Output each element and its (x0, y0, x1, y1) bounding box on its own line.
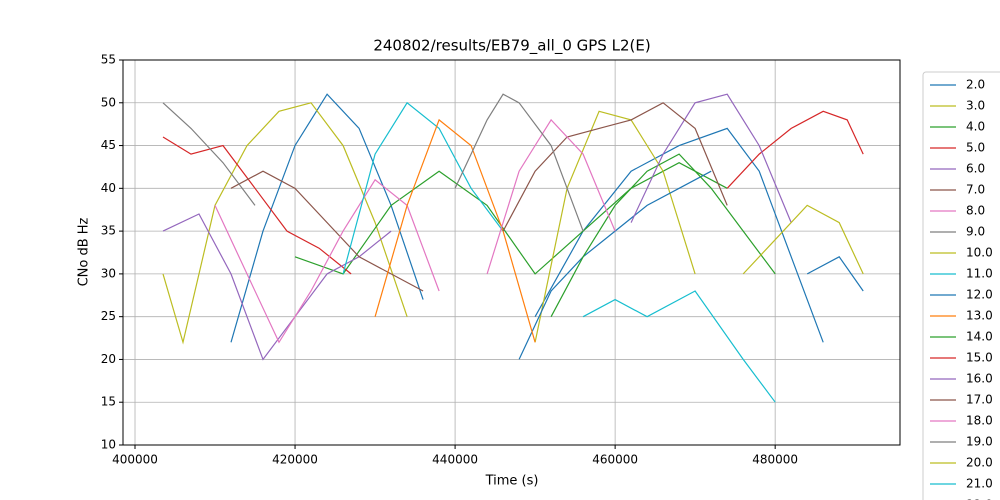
y-tick-label: 40 (101, 181, 116, 195)
x-tick-label: 440000 (432, 453, 478, 467)
y-tick-label: 20 (101, 352, 116, 366)
series-line (162, 213, 392, 361)
legend-label: 18.0 (966, 414, 993, 428)
y-axis-label: CNo dB Hz (77, 217, 92, 286)
legend-label: 2.0 (966, 78, 985, 92)
legend-label: 13.0 (966, 309, 993, 323)
legend-label: 10.0 (966, 246, 993, 260)
legend-label: 16.0 (966, 372, 993, 386)
series-line (806, 256, 864, 292)
y-tick-label: 45 (101, 138, 116, 152)
series-line (162, 102, 408, 345)
series-line (502, 102, 728, 232)
chart-title: 240802/results/EB79_all_0 GPS L2(E) (373, 37, 650, 56)
legend-label: 9.0 (966, 225, 985, 239)
series-line (550, 153, 776, 317)
legend-label: 22.0 (966, 498, 993, 500)
series-line (230, 93, 824, 343)
series-line (374, 118, 536, 343)
series-line (162, 136, 352, 275)
legend-box (922, 71, 1000, 500)
x-tick-label: 420000 (272, 453, 318, 467)
legend-label: 14.0 (966, 330, 993, 344)
legend-label: 19.0 (966, 435, 993, 449)
y-tick-label: 55 (101, 53, 116, 67)
series-line (230, 170, 424, 292)
legend-label: 3.0 (966, 99, 985, 113)
legend-label: 7.0 (966, 183, 985, 197)
legend-label: 6.0 (966, 162, 985, 176)
x-axis-label: Time (s) (485, 474, 539, 489)
y-tick-label: 25 (101, 309, 116, 323)
y-tick-label: 10 (101, 438, 116, 452)
series-line (630, 93, 792, 223)
legend-label: 17.0 (966, 393, 993, 407)
series-line (534, 110, 696, 343)
x-tick-label: 460000 (592, 453, 638, 467)
legend-label: 4.0 (966, 120, 985, 134)
series-line (726, 110, 864, 189)
series-line (582, 290, 776, 403)
series-line (162, 102, 256, 206)
legend-label: 8.0 (966, 204, 985, 218)
plot-frame (122, 59, 901, 446)
y-tick-label: 35 (101, 224, 116, 238)
series-line (342, 101, 504, 275)
y-tick-label: 15 (101, 395, 116, 409)
series-line (486, 118, 616, 275)
series-line (454, 93, 584, 232)
legend-label: 15.0 (966, 351, 993, 365)
x-tick-label: 400000 (112, 453, 158, 467)
legend-label: 12.0 (966, 288, 993, 302)
legend-label: 11.0 (966, 267, 993, 281)
y-tick-label: 30 (101, 266, 116, 280)
x-tick-label: 480000 (752, 453, 798, 467)
series-line (742, 204, 864, 275)
legend-label: 5.0 (966, 141, 985, 155)
series-line (214, 178, 440, 344)
series-line (294, 162, 728, 275)
legend-label: 20.0 (966, 456, 993, 470)
legend-label: 21.0 (966, 477, 993, 491)
y-tick-label: 50 (101, 95, 116, 109)
legend: 2.0 3.0 4.0 5.0 6.0 7.0 8.0 9.0 10.0 11.0 12.0 13.0… (922, 71, 1000, 500)
